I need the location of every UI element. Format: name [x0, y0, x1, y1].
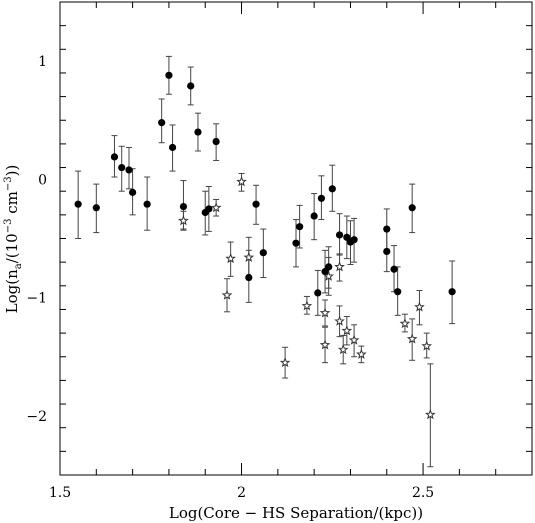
filled-circle-point	[187, 82, 195, 90]
filled-circle-point	[125, 166, 133, 174]
open-star-point	[323, 270, 334, 281]
open-star-point	[236, 176, 247, 187]
filled-circle-point	[328, 185, 336, 193]
filled-circle-point	[408, 204, 416, 212]
open-star-point	[414, 301, 425, 312]
y-label-superscript-2: −3	[3, 176, 14, 191]
filled-circle-point	[168, 143, 177, 152]
tick-labels: 1.5 2 2.5 −2 −1 0 1	[26, 54, 434, 501]
filled-circle-point	[143, 200, 151, 208]
filled-circle-point	[129, 188, 137, 196]
filled-circle-point	[245, 273, 253, 282]
open-star-point	[356, 348, 367, 359]
filled-circle-point	[92, 204, 100, 212]
open-star-point	[348, 334, 360, 345]
filled-circle-point	[383, 247, 391, 256]
open-star-point	[425, 409, 436, 420]
y-label-end: ))	[3, 165, 21, 177]
filled-circle-point	[314, 289, 322, 297]
filled-circle-point	[317, 194, 326, 202]
filled-circle-point	[296, 223, 304, 231]
x-tick-label: 2.5	[412, 485, 434, 501]
y-axis-label: Log(na/(10−3 cm−3))	[3, 165, 24, 314]
filled-circle-point	[158, 119, 166, 127]
filled-circle-point	[335, 231, 344, 239]
filled-circle-point	[310, 212, 318, 220]
open-star-point	[319, 307, 331, 318]
open-star-point	[334, 261, 345, 272]
x-axis-label: Log(Core − HS Separation/(kpc))	[169, 504, 423, 522]
filled-circle-point	[212, 137, 220, 146]
major-ticks	[59, 2, 424, 475]
open-star-point	[301, 300, 313, 311]
y-tick-label: −2	[26, 409, 47, 425]
filled-circle-point	[165, 71, 173, 79]
open-star-point	[221, 289, 233, 300]
x-tick-label: 2	[237, 485, 246, 501]
filled-circle-point	[259, 249, 267, 257]
minor-ticks	[60, 1, 533, 476]
open-star-point	[225, 253, 236, 264]
y-tick-label: 1	[38, 54, 47, 70]
x-tick-label: 1.5	[49, 485, 71, 501]
open-star-point	[421, 340, 433, 351]
filled-circle-point	[292, 239, 300, 247]
filled-circle-point	[394, 288, 402, 296]
y-tick-label: −1	[26, 291, 47, 307]
filled-circle-point	[110, 153, 119, 161]
y-tick-label: 0	[38, 172, 47, 188]
filled-circle-point	[383, 225, 391, 233]
filled-circle-point	[118, 163, 126, 172]
y-label-subscript: a	[13, 263, 24, 269]
open-star-point	[319, 339, 331, 350]
open-star-point	[334, 315, 345, 326]
error-bars	[75, 55, 456, 468]
filled-circle-point	[325, 263, 333, 271]
open-star-point	[178, 215, 189, 226]
open-star-point	[341, 325, 353, 336]
filled-circle-point	[390, 265, 398, 273]
filled-circle-point	[194, 128, 202, 136]
filled-circle-point	[448, 288, 456, 296]
open-star-point	[243, 251, 255, 262]
open-star-point	[337, 344, 349, 355]
y-label-middle-2: cm	[3, 191, 21, 218]
open-star-point	[406, 333, 418, 344]
y-label-superscript-1: −3	[3, 219, 14, 234]
filled-circle-point	[74, 200, 82, 208]
open-star-point	[399, 318, 411, 329]
open-star-point	[210, 202, 222, 213]
open-star-point	[279, 357, 291, 368]
filled-circle-point	[205, 205, 213, 213]
y-label-middle: /(10	[3, 233, 21, 263]
filled-circle-point	[252, 200, 260, 208]
data-markers	[74, 71, 456, 420]
filled-circle-point	[350, 236, 358, 244]
y-label-prefix: Log(n	[3, 269, 21, 313]
filled-circle-point	[179, 202, 188, 211]
